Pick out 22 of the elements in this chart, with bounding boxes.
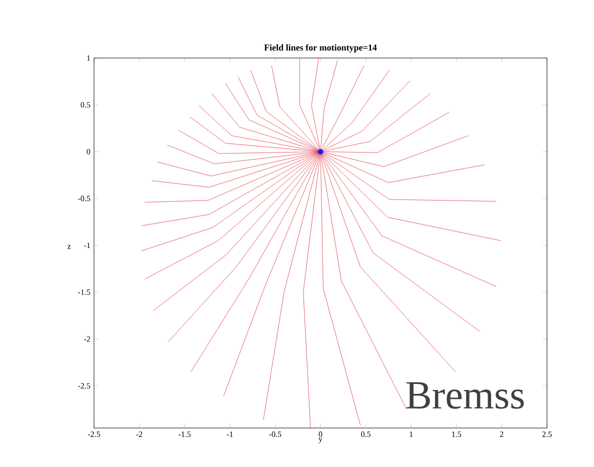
y-tick-label: -0.5	[78, 196, 90, 202]
y-tick-label: 1	[87, 55, 90, 61]
x-tick-label: -1	[226, 432, 233, 437]
x-tick-label: 1.5	[452, 432, 462, 437]
y-tick-label: -1.5	[78, 289, 90, 295]
y-axis-title: z	[68, 245, 71, 249]
y-tick-label: -1	[84, 242, 90, 248]
x-tick-label: 1	[410, 432, 413, 437]
x-tick-label: -2	[136, 432, 142, 437]
y-tick-label: 0.5	[80, 102, 90, 108]
x-tick-label: -1.5	[178, 432, 191, 437]
x-tick-label: 2	[500, 432, 504, 437]
x-tick-label: 2.5	[542, 432, 552, 437]
chart-title: Field lines for motiontype=14	[264, 44, 377, 52]
x-axis-title: y	[318, 438, 322, 444]
y-tick-label: -2	[84, 336, 90, 342]
annotation: Bremss	[406, 382, 524, 409]
y-tick-label: 0	[86, 148, 90, 154]
x-tick-label: -0.5	[269, 432, 282, 437]
y-tick-label: -2.5	[78, 383, 90, 389]
x-tick-label: 0.5	[361, 432, 370, 437]
x-tick-label: 0	[318, 432, 322, 437]
